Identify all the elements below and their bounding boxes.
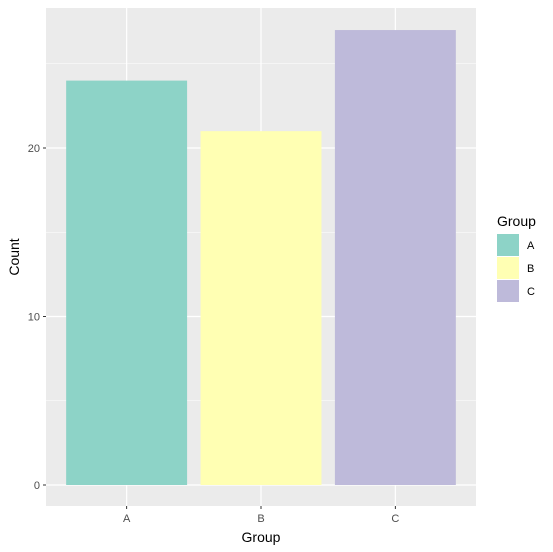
y-tick-label: 0 (34, 480, 40, 492)
legend-label-B: B (527, 263, 534, 275)
legend: Group ABC (497, 213, 536, 302)
x-tick-label: B (257, 513, 264, 525)
bar-B (200, 131, 322, 485)
y-tick-label: 10 (28, 312, 40, 324)
y-axis-title: Count (6, 238, 22, 275)
x-tick-label: A (123, 513, 131, 525)
legend-key-B (497, 257, 519, 279)
legend-key-C (497, 280, 519, 302)
legend-title: Group (497, 213, 536, 229)
x-tick-label: C (391, 513, 399, 525)
y-axis-ticks: 0 10 20 (28, 143, 46, 492)
legend-label-C: C (527, 286, 535, 298)
x-axis-title: Group (242, 529, 281, 545)
y-tick-label: 20 (28, 143, 40, 155)
bar-A (66, 80, 188, 485)
legend-label-A: A (527, 240, 535, 252)
bars (66, 30, 456, 486)
bar-C (334, 30, 456, 486)
x-axis-ticks: A B C (123, 506, 399, 525)
legend-key-A (497, 234, 519, 256)
